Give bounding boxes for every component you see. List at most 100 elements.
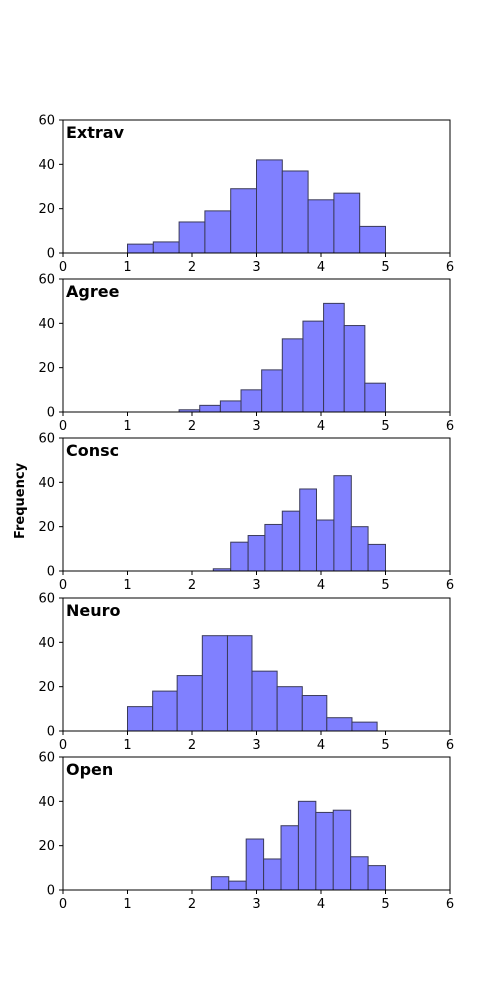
x-tick-label: 4 xyxy=(317,260,325,275)
y-tick-label: 40 xyxy=(38,158,55,173)
x-tick-label: 3 xyxy=(252,419,260,434)
panel-title: Consc xyxy=(66,441,119,460)
histogram-bar xyxy=(204,210,232,254)
y-tick-label: 60 xyxy=(38,114,55,129)
histogram-bar xyxy=(176,675,203,732)
x-tick-label: 5 xyxy=(381,260,389,275)
y-tick-label: 20 xyxy=(38,839,55,854)
y-tick-label: 20 xyxy=(38,520,55,535)
histogram-bar xyxy=(280,825,299,891)
histogram-bar xyxy=(261,369,283,413)
histogram-bar xyxy=(226,635,253,732)
histogram-bar xyxy=(350,526,369,572)
histogram-bar xyxy=(264,523,283,572)
histogram-bar xyxy=(350,856,369,891)
histogram-bar xyxy=(301,695,328,732)
x-tick-label: 6 xyxy=(446,738,454,753)
histogram-bar xyxy=(276,686,303,732)
histogram-bar xyxy=(281,510,301,572)
x-tick-label: 6 xyxy=(446,897,454,912)
histogram-bar xyxy=(281,170,309,254)
x-tick-label: 0 xyxy=(59,578,67,593)
x-tick-label: 0 xyxy=(59,897,67,912)
y-tick-label: 0 xyxy=(47,406,55,421)
x-tick-label: 4 xyxy=(317,897,325,912)
y-tick-label: 0 xyxy=(47,247,55,262)
histogram-bar xyxy=(228,880,247,891)
x-tick-label: 1 xyxy=(123,260,131,275)
histogram-bar xyxy=(240,389,263,413)
x-tick-label: 0 xyxy=(59,260,67,275)
y-tick-label: 60 xyxy=(38,432,55,447)
histogram-bar xyxy=(251,670,278,732)
histogram-bar xyxy=(281,338,304,413)
histogram-bar xyxy=(210,876,230,891)
panel-title: Neuro xyxy=(66,601,121,620)
histogram-bar xyxy=(127,243,154,254)
y-axis-label: Frequency xyxy=(13,462,28,539)
x-tick-label: 2 xyxy=(188,578,196,593)
histogram-bar xyxy=(343,325,366,413)
panel-title: Agree xyxy=(66,282,120,301)
histogram-bar xyxy=(351,721,378,732)
panel-title: Extrav xyxy=(66,123,125,142)
y-tick-label: 40 xyxy=(38,476,55,491)
x-tick-label: 6 xyxy=(446,419,454,434)
x-tick-label: 3 xyxy=(252,260,260,275)
histogram-bar xyxy=(256,159,283,254)
y-tick-label: 60 xyxy=(38,592,55,607)
x-tick-label: 4 xyxy=(317,419,325,434)
histogram-bar xyxy=(247,535,266,572)
panel-title: Open xyxy=(66,760,113,779)
histogram-bar xyxy=(299,488,317,572)
x-tick-label: 1 xyxy=(123,738,131,753)
y-tick-label: 0 xyxy=(47,565,55,580)
histogram-bar xyxy=(297,800,317,891)
x-tick-label: 3 xyxy=(252,738,260,753)
histogram-bar xyxy=(245,838,265,891)
histogram-bar xyxy=(263,858,282,891)
y-tick-label: 20 xyxy=(38,202,55,217)
x-tick-label: 2 xyxy=(188,419,196,434)
histogram-bar xyxy=(152,241,180,254)
x-tick-label: 4 xyxy=(317,738,325,753)
x-tick-label: 1 xyxy=(123,419,131,434)
y-tick-label: 40 xyxy=(38,317,55,332)
y-tick-label: 60 xyxy=(38,273,55,288)
histogram-bar xyxy=(315,519,335,572)
histogram-bar xyxy=(152,690,178,732)
histogram-bar xyxy=(302,320,325,413)
x-tick-label: 5 xyxy=(381,738,389,753)
y-tick-label: 60 xyxy=(38,751,55,766)
x-tick-label: 3 xyxy=(252,578,260,593)
histogram-bar xyxy=(230,188,257,254)
histogram-bar xyxy=(201,635,228,732)
y-tick-label: 20 xyxy=(38,680,55,695)
x-tick-label: 5 xyxy=(381,578,389,593)
x-tick-label: 5 xyxy=(381,419,389,434)
x-tick-label: 3 xyxy=(252,897,260,912)
histogram-bar xyxy=(364,382,386,413)
x-tick-label: 1 xyxy=(123,897,131,912)
y-tick-label: 0 xyxy=(47,725,55,740)
x-tick-label: 6 xyxy=(446,578,454,593)
x-tick-label: 2 xyxy=(188,738,196,753)
x-tick-label: 0 xyxy=(59,419,67,434)
histogram-bar xyxy=(307,199,335,254)
histogram-bar xyxy=(332,809,352,891)
histogram-bar xyxy=(323,302,345,413)
x-tick-label: 5 xyxy=(381,897,389,912)
histogram-bar xyxy=(178,221,206,254)
x-tick-label: 4 xyxy=(317,578,325,593)
x-tick-label: 2 xyxy=(188,260,196,275)
x-tick-label: 0 xyxy=(59,738,67,753)
histogram-bar xyxy=(326,717,353,732)
x-tick-label: 2 xyxy=(188,897,196,912)
y-tick-label: 0 xyxy=(47,884,55,899)
